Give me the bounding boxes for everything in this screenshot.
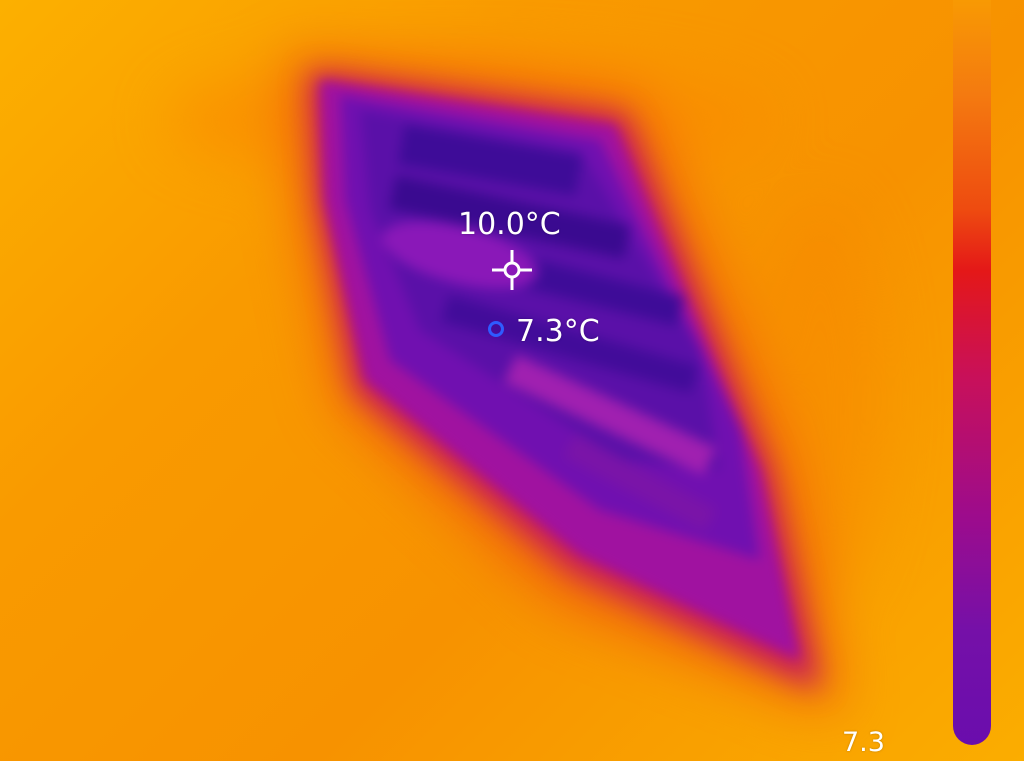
circle-marker-icon [488,321,504,337]
scale-min-label: 7.3 [842,727,885,758]
min-temperature-readout: 7.3°C [516,314,600,349]
crosshair-icon [492,250,532,290]
center-temperature-readout: 10.0°C [458,207,561,242]
color-scale-bar [953,0,991,745]
